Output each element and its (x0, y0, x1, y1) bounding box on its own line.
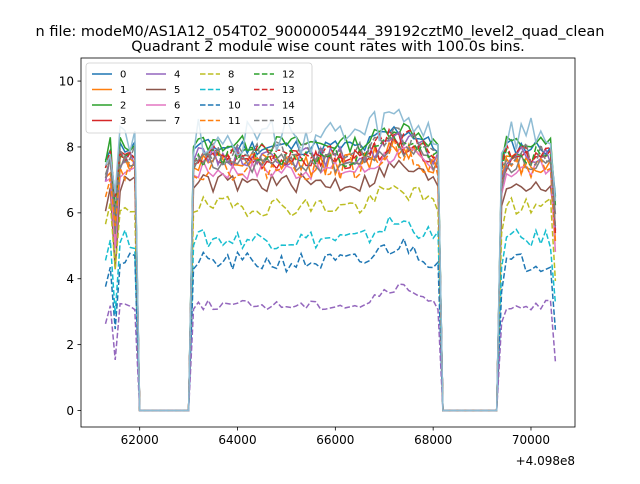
legend-label: 8 (228, 70, 234, 81)
series-line-8 (104, 185, 557, 412)
x-offset-label: +4.098e8 (516, 454, 575, 468)
x-tick-label: 70000 (512, 433, 550, 447)
legend-label: 13 (282, 85, 295, 96)
y-tick-label: 6 (66, 206, 74, 220)
y-tick-label: 8 (66, 140, 74, 154)
x-tick-label: 62000 (121, 433, 159, 447)
legend-label: 9 (228, 85, 234, 96)
y-tick-label: 2 (66, 338, 74, 352)
legend-label: 4 (174, 70, 180, 81)
x-tick-label: 64000 (218, 433, 256, 447)
chart-title: Quadrant 2 module wise count rates with … (131, 39, 525, 55)
legend-label: 5 (174, 85, 180, 96)
y-tick-label: 10 (59, 74, 74, 88)
legend-label: 1 (120, 85, 126, 96)
legend-label: 2 (120, 101, 126, 112)
legend-label: 0 (120, 70, 126, 81)
legend-label: 12 (282, 70, 295, 81)
figure-suptitle: n file: modeM0/AS1A12_054T02_9000005444_… (36, 24, 605, 40)
series-lines (104, 108, 557, 412)
legend-label: 14 (282, 101, 295, 112)
legend-label: 11 (228, 116, 241, 127)
series-line-extra (104, 108, 557, 412)
y-tick-label: 4 (66, 272, 74, 286)
axes-frame (80, 57, 576, 428)
y-tick-label: 0 (66, 404, 74, 418)
legend-label: 6 (174, 101, 180, 112)
legend-box (85, 62, 313, 134)
legend-label: 7 (174, 116, 180, 127)
legend-label: 15 (282, 116, 295, 127)
x-tick-label: 68000 (414, 433, 452, 447)
legend-label: 10 (228, 101, 241, 112)
legend-label: 3 (120, 116, 126, 127)
x-tick-label: 66000 (316, 433, 354, 447)
